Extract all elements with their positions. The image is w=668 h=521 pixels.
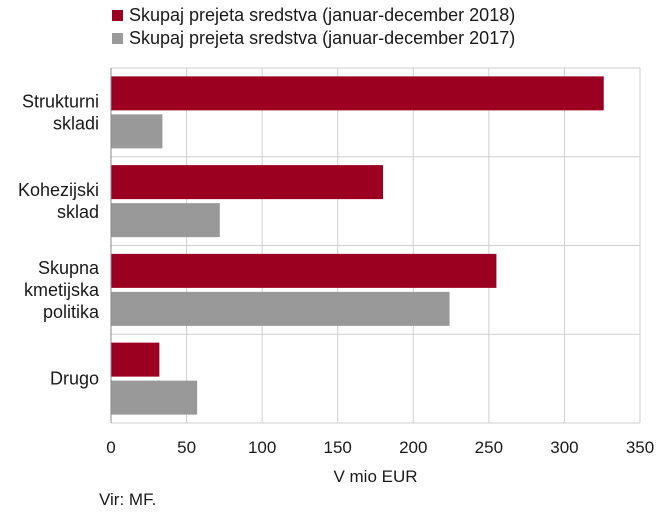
x-tick-label: 150 [324,438,352,457]
x-tick-label: 200 [399,438,427,457]
x-tick-label: 100 [248,438,276,457]
legend-label-2017: Skupaj prejeta sredstva (januar-december… [129,28,516,48]
bar-2018 [111,253,497,288]
legend-label-2018: Skupaj prejeta sredstva (januar-december… [129,5,516,25]
x-axis-title: V mio EUR [333,467,417,486]
y-category-label: Strukturni skladi [22,91,99,133]
bar-2017 [111,203,220,238]
x-tick-label: 300 [550,438,578,457]
legend-swatch-2017 [112,33,123,44]
chart-legend: Skupaj prejeta sredstva (januar-december… [112,4,515,50]
legend-item-2017: Skupaj prejeta sredstva (januar-december… [112,27,515,50]
x-tick-label: 350 [626,438,654,457]
y-category-label: Skupna kmetijska politika [24,258,100,322]
bar-2017 [111,380,198,415]
legend-item-2018: Skupaj prejeta sredstva (januar-december… [112,4,515,27]
y-category-label: Kohezijski sklad [18,180,99,222]
bar-2018 [111,165,384,200]
y-category-label: Drugo [50,369,99,389]
x-tick-label: 250 [475,438,503,457]
source-note: Vir: MF. [99,490,157,509]
x-tick-label: 0 [106,438,115,457]
bar-2018 [111,342,160,377]
bar-2017 [111,291,450,326]
x-tick-label: 50 [177,438,196,457]
legend-swatch-2018 [112,10,123,21]
bar-2017 [111,114,163,149]
bar-2018 [111,76,604,111]
